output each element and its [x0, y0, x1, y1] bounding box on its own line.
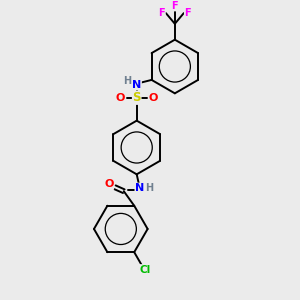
Text: F: F — [172, 1, 178, 11]
Text: F: F — [184, 8, 191, 18]
Text: N: N — [135, 183, 144, 193]
Text: Cl: Cl — [140, 265, 151, 275]
Text: N: N — [132, 80, 141, 90]
Text: O: O — [104, 179, 114, 189]
Text: O: O — [149, 93, 158, 103]
Text: H: H — [146, 183, 154, 193]
Text: S: S — [133, 91, 141, 104]
Text: H: H — [123, 76, 131, 86]
Text: O: O — [115, 93, 124, 103]
Text: F: F — [159, 8, 165, 18]
